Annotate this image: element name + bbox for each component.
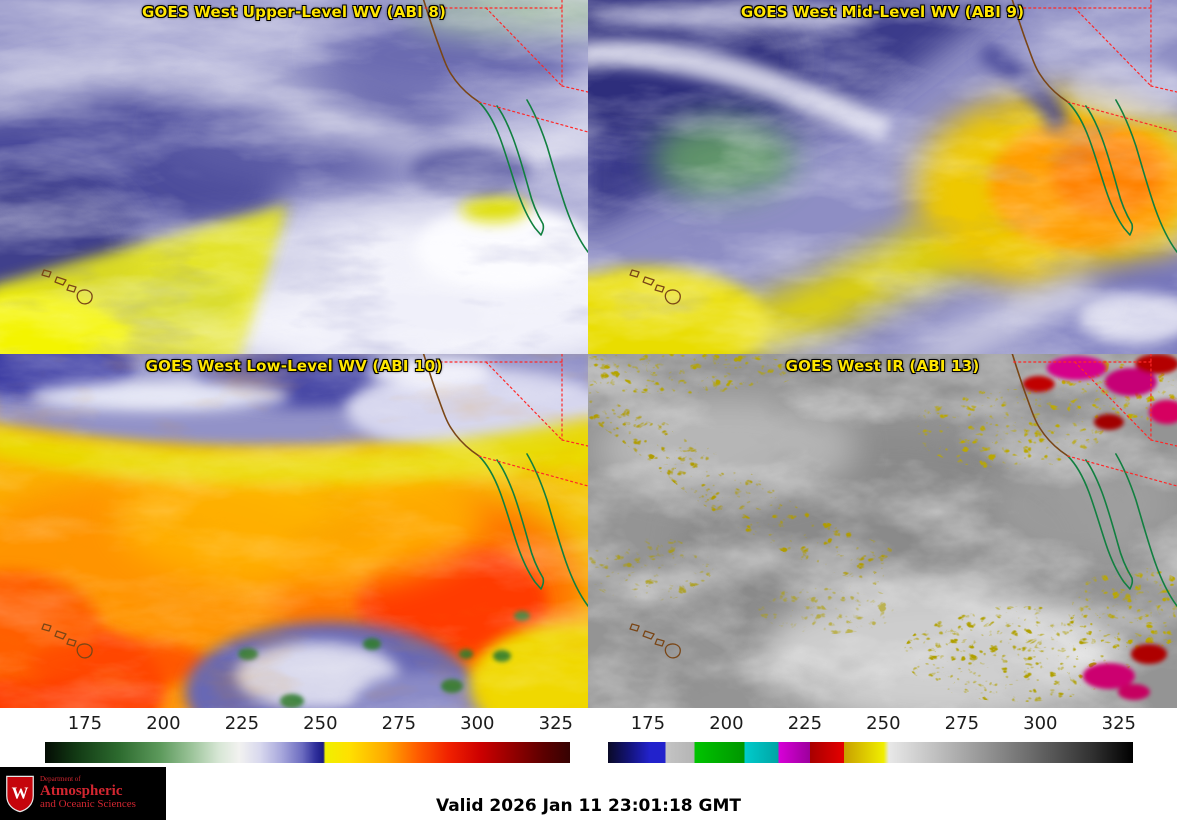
- panel-mid-level-wv: GOES West Mid-Level WV (ABI 9): [588, 0, 1177, 354]
- valid-time-label: Valid 2026 Jan 11 23:01:18 GMT: [435, 796, 742, 816]
- tick-label: 200: [146, 713, 181, 734]
- uw-aos-logo: W Department of Atmospheric and Oceanic …: [0, 767, 166, 820]
- tick-label: 300: [460, 713, 495, 734]
- wv-upper-imagery: [0, 0, 588, 354]
- tick-label: 175: [630, 713, 666, 734]
- panel-title-low-wv: GOES West Low-Level WV (ABI 10): [145, 357, 443, 375]
- logo-oceanic-line: and Oceanic Sciences: [40, 798, 136, 811]
- wv-low-imagery: [0, 354, 588, 708]
- satellite-image-mid-wv-abi9: [588, 0, 1177, 354]
- panel-title-ir: GOES West IR (ABI 13): [785, 357, 980, 375]
- satellite-quad-panel: GOES West Upper-Level WV (ABI 8): [0, 0, 1177, 708]
- colorbar-wv-gradient: [45, 742, 570, 763]
- tick-label: 275: [944, 713, 980, 734]
- colorbar-ir-gradient: [608, 742, 1133, 763]
- panel-title-mid-wv: GOES West Mid-Level WV (ABI 9): [740, 3, 1025, 21]
- tick-label: 325: [1101, 713, 1136, 734]
- colorbar-ir-ticks: 175 200 225 250 275 300 325: [608, 712, 1136, 738]
- logo-atmospheric-line: Atmospheric: [40, 782, 123, 799]
- logo-text: Department of Atmospheric and Oceanic Sc…: [40, 775, 136, 811]
- colorbar-ir-section: 175 200 225 250 275 300 325: [588, 708, 1177, 770]
- panel-title-upper-wv: GOES West Upper-Level WV (ABI 8): [141, 3, 447, 21]
- tick-label: 275: [381, 713, 417, 734]
- satellite-image-low-wv-abi10: [0, 354, 588, 708]
- satellite-image-ir-abi13: [588, 354, 1177, 708]
- colorbar-wv-ticks: 175 200 225 250 275 300 325: [45, 712, 573, 738]
- tick-label: 200: [709, 713, 744, 734]
- tick-label: 250: [866, 713, 901, 734]
- panel-low-level-wv: GOES West Low-Level WV (ABI 10): [0, 354, 588, 708]
- panel-ir: GOES West IR (ABI 13): [588, 354, 1177, 708]
- colorbar-strip: 175 200 225 250 275 300 325 175 200 225 …: [0, 708, 1177, 770]
- panel-upper-level-wv: GOES West Upper-Level WV (ABI 8): [0, 0, 588, 354]
- logo-dept-line: Department of: [40, 775, 81, 784]
- tick-label: 225: [787, 713, 823, 734]
- tick-label: 300: [1023, 713, 1058, 734]
- crest-letter: W: [12, 783, 29, 802]
- ir-imagery: [588, 354, 1177, 708]
- tick-label: 175: [67, 713, 103, 734]
- colorbar-wv-section: 175 200 225 250 275 300 325: [0, 708, 588, 770]
- tick-label: 325: [538, 713, 573, 734]
- wv-mid-imagery: [588, 0, 1177, 354]
- tick-label: 250: [303, 713, 338, 734]
- uw-crest-icon: W: [6, 775, 34, 812]
- ir-cold-tops: [1022, 354, 1177, 700]
- tick-label: 225: [224, 713, 260, 734]
- satellite-image-upper-wv-abi8: [0, 0, 588, 354]
